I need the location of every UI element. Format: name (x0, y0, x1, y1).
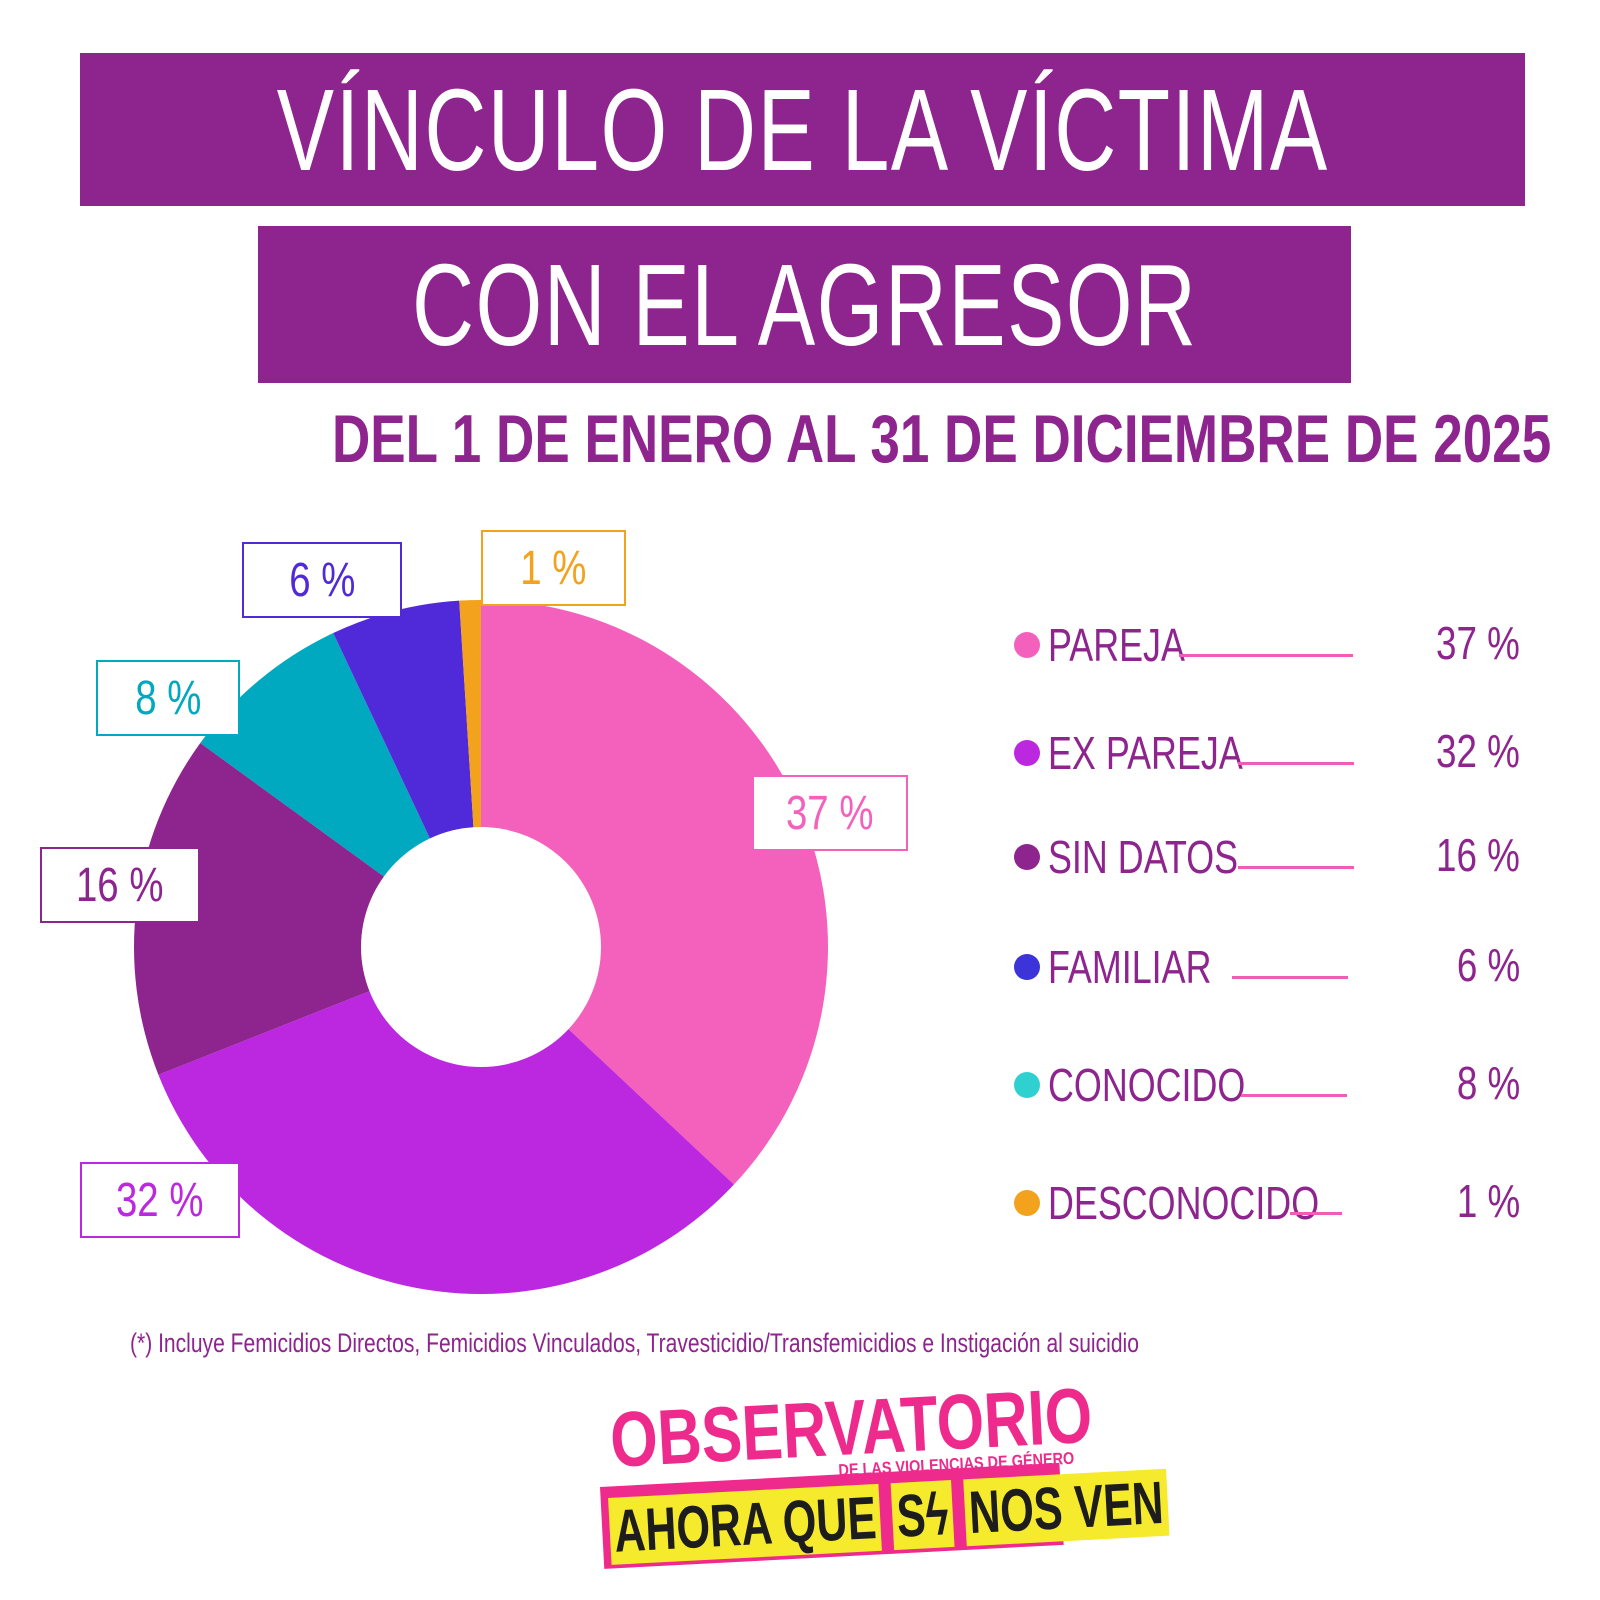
legend-dot (1014, 740, 1040, 766)
legend-dot (1014, 632, 1040, 658)
callout-label: 8 % (134, 671, 202, 725)
callout-sin-datos: 16 % (40, 847, 200, 923)
legend-leader-line (1238, 866, 1354, 869)
legend-value: 32 % (1436, 725, 1520, 777)
legend-value: 37 % (1436, 617, 1520, 669)
title-line-1: VÍNCULO DE LA VÍCTIMA (80, 53, 1525, 206)
logo-tag-part2: NOS VEN (962, 1468, 1170, 1547)
callout-label: 16 % (76, 858, 164, 912)
observatorio-logo: OBSERVATORIO DE LAS VIOLENCIAS DE GÉNERO… (600, 1371, 1170, 1590)
subtitle-text: DEL 1 DE ENERO AL 31 DE DICIEMBRE DE 202… (331, 401, 1552, 477)
legend-leader-line (1238, 762, 1354, 765)
legend-label: FAMILIAR (1048, 941, 1212, 993)
legend-dot (1014, 954, 1040, 980)
callout-label: 37 % (786, 786, 874, 840)
legend-item-ex-pareja: EX PAREJA 32 % (1010, 722, 1530, 782)
callout-label: 1 % (520, 541, 587, 595)
legend-item-conocido: CONOCIDO 8 % (1010, 1054, 1530, 1114)
legend-label: CONOCIDO (1048, 1059, 1246, 1111)
legend-label: DESCONOCIDO (1048, 1177, 1320, 1229)
callout-pareja: 37 % (752, 775, 908, 851)
title-line-2: CON EL AGRESOR (258, 226, 1351, 383)
legend-label: PAREJA (1048, 619, 1185, 671)
slice-sin-datos (133, 743, 481, 1075)
callout-ex-pareja: 32 % (80, 1162, 240, 1238)
callout-label: 6 % (288, 553, 356, 607)
legend-item-pareja: PAREJA 37 % (1010, 614, 1530, 674)
logo-tag-part1: AHORA QUE (608, 1483, 883, 1565)
title-text-2: CON EL AGRESOR (411, 239, 1198, 370)
legend-dot (1014, 844, 1040, 870)
legend-label: SIN DATOS (1048, 831, 1239, 883)
legend-item-sin-datos: SIN DATOS 16 % (1010, 826, 1530, 886)
legend-leader-line (1241, 1094, 1347, 1097)
title-text-1: VÍNCULO DE LA VÍCTIMA (276, 64, 1329, 195)
legend-leader-line (1290, 1212, 1342, 1215)
lightning-bolt-icon: ϟ (923, 1480, 951, 1549)
slice-pareja (481, 600, 828, 1185)
legend-item-familiar: FAMILIAR 6 % (1010, 936, 1530, 996)
logo-tag-s-letter: S (895, 1481, 928, 1550)
legend-dot (1014, 1072, 1040, 1098)
footnote: (*) Incluye Femicidios Directos, Femicid… (130, 1328, 1139, 1358)
callout-conocido: 8 % (96, 660, 240, 736)
legend-value: 8 % (1456, 1057, 1520, 1109)
legend-label: EX PAREJA (1048, 727, 1243, 779)
legend-value: 6 % (1456, 939, 1520, 991)
callout-label: 32 % (116, 1173, 204, 1227)
donut-hole (361, 827, 601, 1067)
date-range-subtitle: DEL 1 DE ENERO AL 31 DE DICIEMBRE DE 202… (160, 400, 1551, 480)
legend-value: 1 % (1456, 1175, 1520, 1227)
legend-item-desconocido: DESCONOCIDO 1 % (1010, 1172, 1530, 1232)
donut-slices (133, 600, 828, 1294)
callout-familiar: 6 % (242, 542, 402, 618)
callout-desconocido: 1 % (481, 530, 626, 606)
slice-ex-pareja (158, 947, 734, 1294)
legend-leader-line (1232, 976, 1348, 979)
logo-tag-s: Sϟ (890, 1480, 955, 1551)
legend-value: 16 % (1436, 829, 1520, 881)
legend-leader-line (1179, 654, 1353, 657)
legend-dot (1014, 1190, 1040, 1216)
